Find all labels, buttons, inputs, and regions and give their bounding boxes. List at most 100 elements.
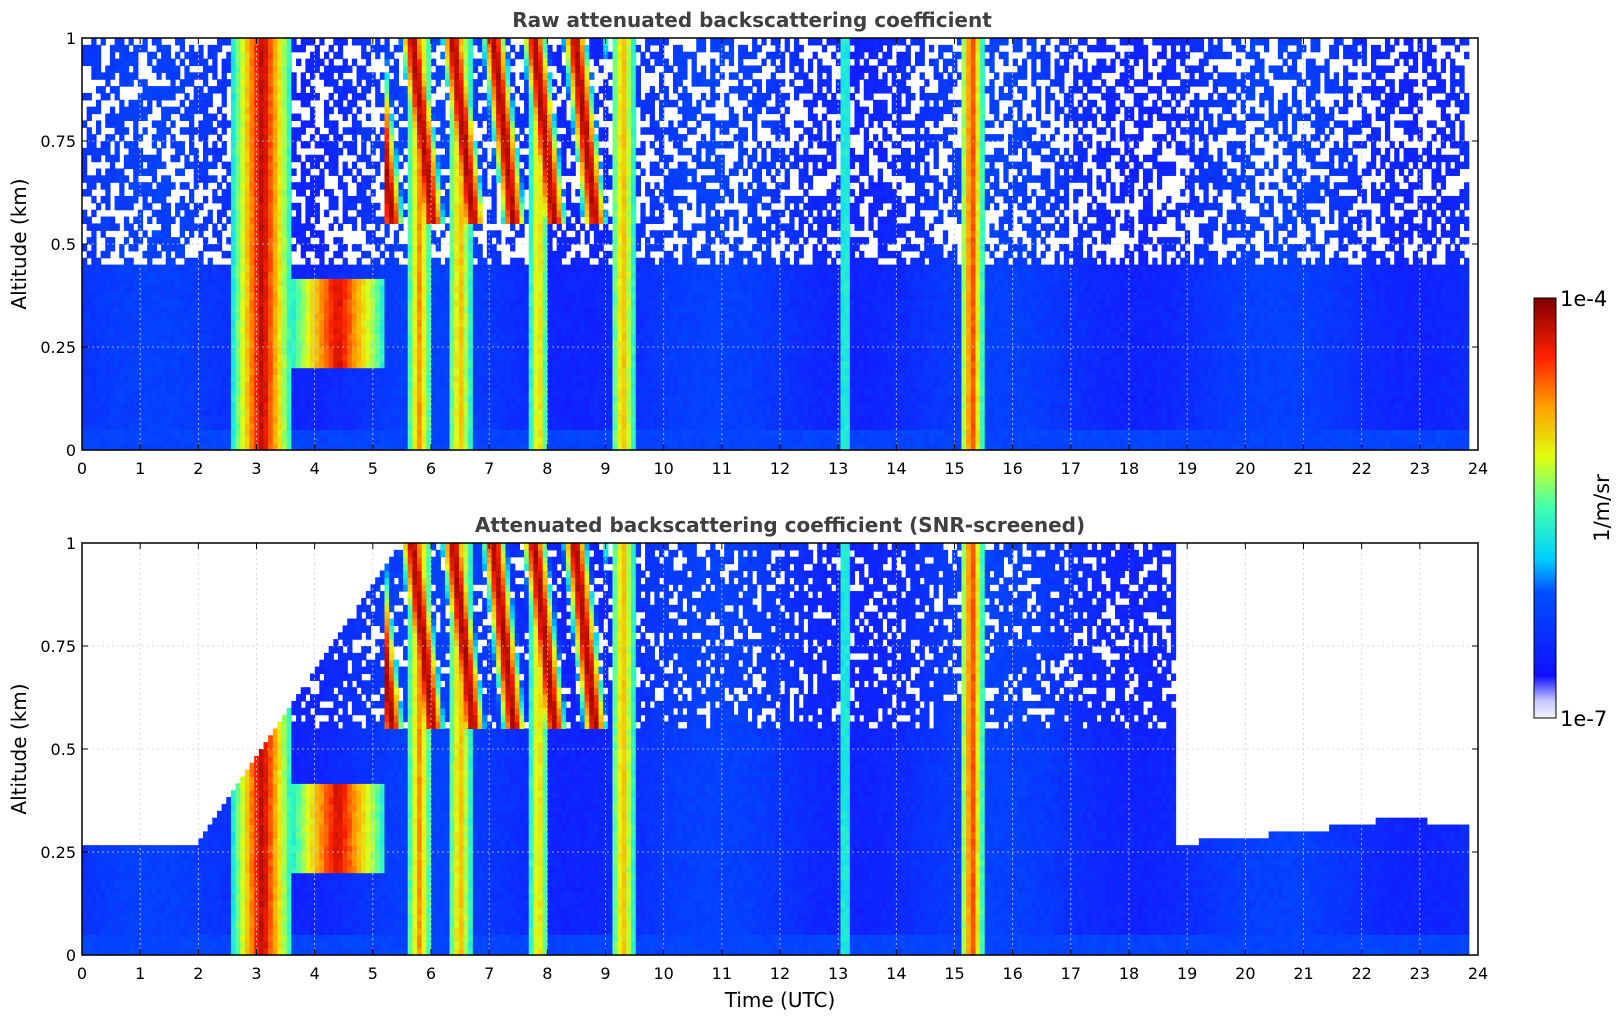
heat-cell (357, 265, 362, 272)
heat-cell (324, 299, 329, 306)
heat-cell (96, 86, 101, 93)
heat-cell (268, 333, 273, 340)
heat-cell (315, 306, 320, 313)
heat-cell (291, 271, 296, 278)
heat-cell (468, 65, 473, 72)
heat-cell (384, 333, 389, 340)
heat-cell (417, 72, 422, 79)
heat-cell (175, 354, 180, 361)
heat-cell (347, 326, 352, 333)
heat-cell (510, 182, 515, 189)
heat-cell (222, 65, 227, 72)
heat-cell (431, 347, 436, 354)
heat-cell (450, 237, 455, 244)
heat-cell (240, 388, 245, 395)
heat-cell (208, 306, 213, 313)
heat-cell (156, 423, 161, 430)
heat-cell (529, 416, 534, 423)
heat-cell (436, 429, 441, 436)
heat-cell (133, 429, 138, 436)
heat-cell (459, 265, 464, 272)
heat-cell (408, 182, 413, 189)
heat-cell (357, 395, 362, 402)
heat-cell (142, 306, 147, 313)
heat-cell (231, 237, 236, 244)
heat-cell (208, 120, 213, 127)
heat-cell (231, 402, 236, 409)
heat-cell (124, 429, 129, 436)
heat-cell (473, 299, 478, 306)
heat-cell (142, 86, 147, 93)
heat-cell (91, 148, 96, 155)
heat-cell (394, 429, 399, 436)
heat-cell (217, 79, 222, 86)
heat-cell (524, 38, 529, 45)
heat-cell (124, 72, 129, 79)
heat-cell (533, 52, 538, 59)
heat-cell (231, 326, 236, 333)
heat-cell (403, 306, 408, 313)
heat-cell (347, 340, 352, 347)
heat-cell (250, 436, 255, 443)
heat-cell (431, 230, 436, 237)
heat-cell (310, 162, 315, 169)
heat-cell (119, 340, 124, 347)
heat-cell (454, 265, 459, 272)
heat-cell (482, 107, 487, 114)
heat-cell (175, 306, 180, 313)
heat-cell (152, 320, 157, 327)
heat-cell (277, 354, 282, 361)
heat-cell (431, 381, 436, 388)
heat-cell (468, 409, 473, 416)
heat-cell (352, 86, 357, 93)
heat-cell (459, 148, 464, 155)
heat-cell (501, 182, 506, 189)
heat-cell (422, 402, 427, 409)
heat-cell (529, 347, 534, 354)
heat-cell (450, 381, 455, 388)
heat-cell (440, 299, 445, 306)
heat-cell (482, 368, 487, 375)
heat-cell (491, 162, 496, 169)
heat-cell (156, 148, 161, 155)
heat-cell (468, 340, 473, 347)
heat-cell (268, 381, 273, 388)
heat-cell (250, 340, 255, 347)
heat-cell (464, 203, 469, 210)
heat-cell (473, 409, 478, 416)
heat-cell (343, 388, 348, 395)
heat-cell (412, 354, 417, 361)
heat-cell (412, 299, 417, 306)
heat-cell (259, 114, 264, 121)
heat-cell (91, 361, 96, 368)
heat-cell (226, 388, 231, 395)
heat-cell (384, 368, 389, 375)
heat-cell (166, 388, 171, 395)
heat-cell (129, 265, 134, 272)
heat-cell (324, 374, 329, 381)
heat-cell (496, 388, 501, 395)
heat-cell (152, 65, 157, 72)
heat-cell (194, 271, 199, 278)
heat-cell (440, 402, 445, 409)
heat-cell (282, 148, 287, 155)
heat-cell (361, 265, 366, 272)
heat-cell (273, 265, 278, 272)
heat-cell (282, 306, 287, 313)
heat-cell (529, 340, 534, 347)
heat-cell (170, 326, 175, 333)
heat-cell (505, 175, 510, 182)
heat-cell (454, 148, 459, 155)
heat-cell (454, 217, 459, 224)
heat-cell (408, 210, 413, 217)
heat-cell (454, 210, 459, 217)
heat-cell (468, 244, 473, 251)
heat-cell (273, 45, 278, 52)
heat-cell (329, 162, 334, 169)
heat-cell (347, 354, 352, 361)
heat-cell (519, 388, 524, 395)
heat-cell (287, 347, 292, 354)
heat-cell (422, 423, 427, 430)
heat-cell (389, 100, 394, 107)
heat-cell (245, 120, 250, 127)
